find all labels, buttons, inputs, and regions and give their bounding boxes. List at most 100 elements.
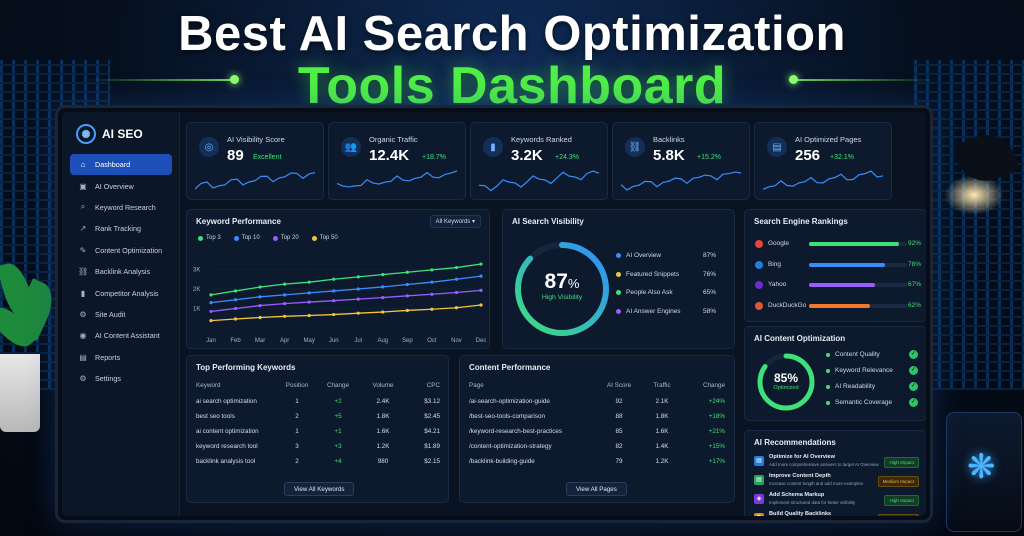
data-point <box>454 277 459 281</box>
table-row[interactable]: backlink analysis tool 2 +4 980 $2.15 <box>196 455 440 470</box>
yahoo-icon <box>755 281 763 289</box>
column-header: CPC <box>426 382 440 389</box>
table-row[interactable]: best seo tools 2 +5 1.8K $2.45 <box>196 409 440 424</box>
users-icon: 👥 <box>341 137 361 157</box>
sidebar-item-label: AI Content Assistant <box>95 331 160 341</box>
table-cell: 82 <box>615 443 623 451</box>
dashboard-screen: ✺ AI SEO ⌂ Dashboard ▣ AI Overview ⌕ Keyword … <box>62 112 926 516</box>
table-cell: ai content optimization <box>196 427 259 435</box>
view-all-pages-button[interactable]: View All Pages <box>566 482 627 496</box>
kpi-card-keywords-ranked[interactable]: ▮ Keywords Ranked 3.2K +24.3% <box>470 122 608 200</box>
kpi-label: AI Optimized Pages <box>795 135 862 144</box>
sparkline-line <box>337 170 458 188</box>
card-title: Search Engine Rankings <box>754 217 848 226</box>
legend-item: Top 10 <box>233 235 260 241</box>
ranking-bar-fill <box>809 242 900 246</box>
optimization-label: Keyword Relevance <box>835 367 893 374</box>
data-point <box>209 309 213 314</box>
data-point <box>479 274 483 278</box>
brain-mug-decoration: ❋ <box>946 412 1022 532</box>
sidebar-item-competitor-analysis[interactable]: ▮ Competitor Analysis <box>70 282 172 303</box>
brand[interactable]: ✺ AI SEO <box>76 124 143 144</box>
table-row[interactable]: /backlink-building-guide 79 1.2K +17% <box>469 455 725 470</box>
sidebar-item-keyword-research[interactable]: ⌕ Keyword Research <box>70 197 172 218</box>
kpi-card-ai-visibility-score[interactable]: ◎ AI Visibility Score 89 Excellent <box>186 122 324 200</box>
data-point <box>307 313 311 318</box>
recommendation-title: Build Quality Backlinks <box>769 511 832 516</box>
card-title: Keyword Performance <box>196 217 281 226</box>
recommendation-title: Improve Content Depth <box>769 473 831 479</box>
chevron-down-icon: ▾ <box>471 219 475 225</box>
keyword-line-chart: 1K 2K 3K Jan Feb Mar Apr May Jun Jul Aug Sep Oct Nov D… <box>193 262 487 344</box>
headline-accent-right <box>789 79 939 81</box>
table-cell: $1.89 <box>424 443 440 451</box>
sidebar-item-backlink-analysis[interactable]: ⛓ Backlink Analysis <box>70 261 172 282</box>
card-title: AI Recommendations <box>754 438 836 447</box>
search-icon: ⌕ <box>80 202 86 212</box>
sidebar-item-content-optimization[interactable]: ✎ Content Optimization <box>70 240 172 261</box>
recommendation-item[interactable]: ◈ Add Schema Markup Implement structured d… <box>754 492 919 511</box>
sidebar-item-label: Reports <box>95 352 121 362</box>
visibility-row-label-wrap: AI Answer Engines <box>616 308 681 315</box>
assistant-icon: ◉ <box>79 331 87 341</box>
sidebar-item-ai-overview[interactable]: ▣ AI Overview <box>70 175 172 196</box>
sidebar-item-label: Settings <box>95 374 121 384</box>
visibility-percent-sign: % <box>567 276 580 291</box>
table-cell: 92 <box>615 397 623 405</box>
card-title: Content Performance <box>469 363 551 372</box>
y-tick-label: 3K <box>193 268 200 274</box>
table-row[interactable]: /best-seo-tools-comparison 88 1.8K +18% <box>469 409 725 424</box>
home-icon: ⌂ <box>80 160 86 170</box>
kpi-sparkline <box>763 170 884 190</box>
column-header: Volume <box>372 382 394 389</box>
ai-recommendations-card: AI Recommendations ▤ Optimize for AI Over… <box>744 430 926 516</box>
table-row[interactable]: keyword research tool 3 +3 1.2K $1.89 <box>196 440 440 455</box>
keyword-filter-select[interactable]: All Keywords ▾ <box>429 215 481 228</box>
data-point <box>307 300 311 304</box>
visibility-row-value: 76% <box>702 270 716 278</box>
table-cell: 1.6K <box>376 427 390 435</box>
column-header: Page <box>469 382 484 389</box>
data-point <box>258 303 262 308</box>
recommendation-item[interactable]: ⚑Build Quality BacklinksFocus on high-au… <box>754 511 919 516</box>
data-point <box>356 275 360 279</box>
table-row[interactable]: /keyword-research-best-practices 85 1.6K +2… <box>469 424 725 439</box>
content-performance-table: Page AI Score Traffic Change/ai-search-opti… <box>469 380 725 470</box>
kpi-value: 5.8K <box>653 147 685 164</box>
table-row[interactable]: /ai-search-optimization-guide 92 2.1K +24% <box>469 394 725 409</box>
sidebar-item-dashboard[interactable]: ⌂ Dashboard <box>70 154 172 176</box>
headline-dot-right <box>789 75 798 84</box>
recommendation-item[interactable]: ▤ Improve Content Depth Increase content l… <box>754 473 919 492</box>
kpi-card-backlinks[interactable]: ⛓ Backlinks 5.8K +15.2% <box>612 122 750 200</box>
view-all-keywords-button[interactable]: View All Keywords <box>284 482 355 496</box>
data-point <box>381 285 385 289</box>
kpi-card-organic-traffic[interactable]: 👥 Organic Traffic 12.4K +18.7% <box>328 122 466 200</box>
chart-line-icon: ↗ <box>79 224 87 234</box>
x-tick-label: Sep <box>402 338 413 344</box>
keyword-filter-value: All Keywords <box>435 219 471 225</box>
legend-label: Top 50 <box>319 235 338 241</box>
sidebar-item-ai-content-assistant[interactable]: ◉ AI Content Assistant <box>70 325 172 346</box>
visibility-row-label: AI Answer Engines <box>626 307 681 315</box>
table-row[interactable]: ai content optimization 1 +1 1.6K $4.21 <box>196 424 440 439</box>
legend-item: Top 50 <box>311 235 338 241</box>
recommendation-title: Optimize for AI Overview <box>769 454 836 460</box>
sidebar-item-site-audit[interactable]: ⚙ Site Audit <box>70 304 172 325</box>
visibility-row-label-wrap: AI Overview <box>616 252 661 259</box>
recommendation-item[interactable]: ▤ Optimize for AI Overview Add more compre… <box>754 454 919 473</box>
recommendation-icon: ▤ <box>754 456 764 466</box>
table-row[interactable]: /content-optimization-strategy 82 1.4K +15% <box>469 440 725 455</box>
column-header: Position <box>285 382 309 389</box>
optimization-percent: 85% <box>773 371 799 385</box>
recommendation-desc: Implement structured data for better vis… <box>769 500 856 505</box>
ranking-row: Yahoo 67% <box>755 280 921 292</box>
table-row[interactable]: ai search optimization 1 +2 2.4K $3.12 <box>196 394 440 409</box>
sidebar-item-settings[interactable]: ⚙ Settings <box>70 368 172 389</box>
sidebar-item-rank-tracking[interactable]: ↗ Rank Tracking <box>70 218 172 239</box>
kpi-card-ai-optimized-pages[interactable]: ▤ AI Optimized Pages 256 +32.1% <box>754 122 892 200</box>
table-cell: +2 <box>334 397 342 405</box>
card-title: AI Search Visibility <box>512 217 584 226</box>
kpi-delta: +24.3% <box>555 154 579 161</box>
x-tick-label: Dec <box>476 338 487 344</box>
sidebar-item-reports[interactable]: ▤ Reports <box>70 347 172 368</box>
